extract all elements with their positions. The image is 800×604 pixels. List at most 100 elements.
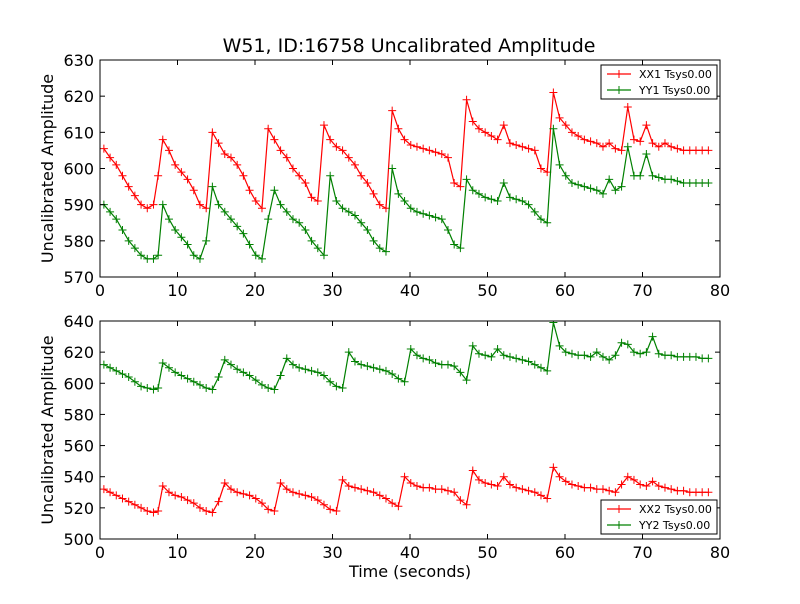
data-point — [363, 486, 372, 495]
data-point — [543, 218, 552, 227]
data-point — [499, 121, 508, 130]
y-axis-label: Uncalibrated Amplitude — [38, 335, 57, 524]
legend-entry-label: XX2 Tsys0.00 — [639, 503, 712, 516]
data-point — [598, 142, 607, 151]
data-point — [239, 171, 248, 180]
data-point — [561, 348, 570, 357]
data-point — [406, 204, 415, 213]
data-point — [130, 377, 139, 386]
legend-box — [600, 499, 718, 535]
data-point — [369, 189, 378, 198]
data-point — [636, 480, 645, 489]
data-point — [195, 380, 204, 389]
data-point — [112, 215, 121, 224]
data-point — [654, 349, 663, 358]
y-tick-label: 600 — [63, 160, 94, 179]
data-point — [171, 368, 180, 377]
data-point — [295, 363, 304, 372]
data-point — [137, 382, 146, 391]
data-point — [468, 186, 477, 195]
data-point — [226, 153, 235, 162]
data-point — [611, 186, 620, 195]
data-point — [406, 345, 415, 354]
data-point — [239, 229, 248, 238]
x-tick-label: 10 — [167, 281, 187, 300]
data-point — [164, 488, 173, 497]
data-point — [394, 502, 403, 511]
data-point — [493, 197, 502, 206]
data-point — [673, 144, 682, 153]
data-point — [295, 489, 304, 498]
data-point — [530, 488, 539, 497]
series-2 — [100, 124, 713, 263]
data-point — [319, 251, 328, 260]
legend-swatch-marker — [615, 86, 623, 94]
data-point — [226, 360, 235, 369]
data-point — [288, 360, 297, 369]
data-point — [586, 483, 595, 492]
data-point — [276, 200, 285, 209]
data-point — [344, 348, 353, 357]
data-point — [474, 124, 483, 133]
data-point — [350, 160, 359, 169]
data-point — [431, 148, 440, 157]
data-point — [251, 251, 260, 260]
data-point — [130, 191, 139, 200]
data-point — [406, 478, 415, 487]
data-point — [468, 117, 477, 126]
data-point — [357, 218, 366, 227]
data-point — [419, 144, 428, 153]
data-point — [363, 362, 372, 371]
data-point — [592, 348, 601, 357]
legend: XX2 Tsys0.00 YY2 Tsys0.00 — [600, 499, 718, 535]
data-point — [561, 121, 570, 130]
x-tick-label: 0 — [95, 281, 105, 300]
data-point — [326, 171, 335, 180]
top-panel: 0 10 20 30 40 50 60 70 80 570 580 590 600 610 620 630 Un… — [38, 51, 730, 300]
data-point — [220, 478, 229, 487]
data-point — [574, 482, 583, 491]
data-point — [137, 200, 146, 209]
data-point — [456, 368, 465, 377]
x-tick-label: 60 — [555, 281, 575, 300]
data-point — [245, 186, 254, 195]
data-point — [654, 142, 663, 151]
y-tick-label: 620 — [63, 87, 94, 106]
data-point — [518, 485, 527, 494]
data-point — [313, 496, 322, 505]
data-point — [648, 171, 657, 180]
data-point — [450, 488, 459, 497]
data-point — [220, 207, 229, 216]
data-point — [124, 373, 133, 382]
y-tick-label: 520 — [63, 499, 94, 518]
data-point — [301, 225, 310, 234]
data-point — [344, 153, 353, 162]
data-point — [456, 244, 465, 253]
y-tick-label: 640 — [63, 312, 94, 331]
data-point — [112, 366, 121, 375]
data-point — [257, 380, 266, 389]
data-point — [100, 144, 108, 153]
data-point — [154, 506, 163, 515]
data-point — [462, 376, 471, 385]
data-point — [580, 182, 589, 191]
legend-entry-label: YY2 Tsys0.00 — [638, 519, 710, 532]
data-point — [543, 494, 552, 503]
series-2 — [100, 321, 713, 394]
data-point — [505, 193, 514, 202]
data-point — [137, 251, 146, 260]
data-point — [177, 371, 186, 380]
data-point — [512, 483, 521, 492]
data-point — [617, 182, 626, 191]
series-line — [103, 322, 709, 391]
data-point — [118, 225, 127, 234]
data-point — [183, 240, 192, 249]
data-point — [276, 146, 285, 155]
data-point — [425, 211, 434, 220]
data-point — [400, 197, 409, 206]
data-point — [326, 377, 335, 386]
data-point — [629, 475, 638, 484]
data-point — [648, 477, 657, 486]
legend-swatch-marker — [615, 521, 623, 529]
